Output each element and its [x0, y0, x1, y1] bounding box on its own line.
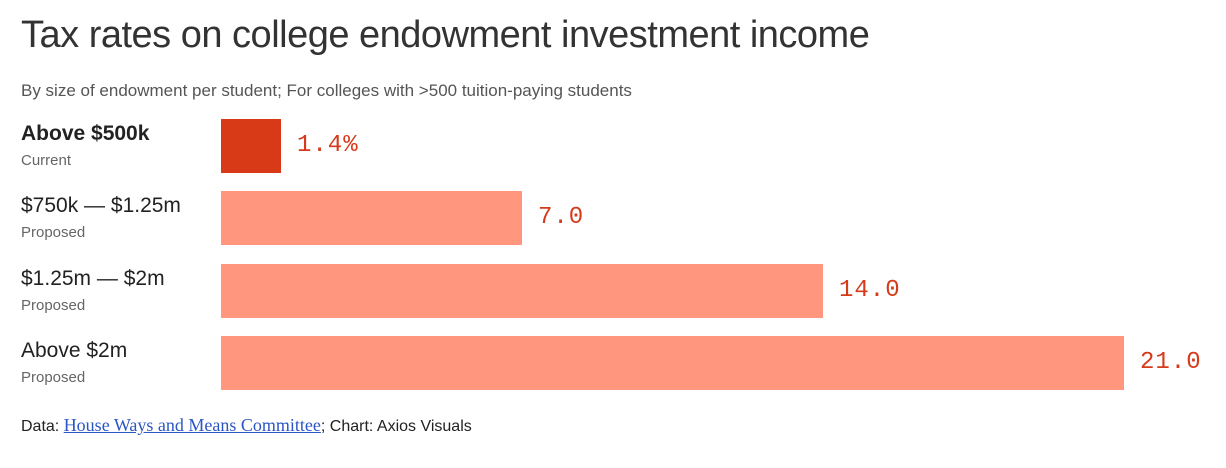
category-label: Above $2m: [21, 338, 128, 362]
category-sublabel: Proposed: [21, 224, 86, 242]
bar-value-label: 14.0: [839, 276, 901, 304]
chart-subtitle: By size of endowment per student; For co…: [21, 81, 632, 100]
bar-value-label: 21.0: [1140, 348, 1202, 376]
bar-value-label: 1.4%: [297, 132, 359, 159]
category-label: $750k — $1.25m: [21, 194, 181, 218]
source-suffix: ; Chart: Axios Visuals: [320, 418, 472, 435]
source-prefix: Data:: [21, 418, 64, 435]
category-sublabel: Current: [21, 152, 72, 169]
category-sublabel: Proposed: [21, 296, 86, 314]
category-label: $1.25m — $2m: [21, 266, 165, 290]
source-note: Data: House Ways and Means Committee; Ch…: [21, 415, 472, 436]
bar: [221, 263, 823, 318]
category-sublabel: Proposed: [21, 368, 86, 386]
category-label: Above $500k: [21, 122, 150, 145]
source-link[interactable]: House Ways and Means Committee: [63, 415, 321, 435]
chart-title: Tax rates on college endowment investmen…: [21, 14, 870, 56]
bar: [221, 335, 1124, 390]
bar-value-label: 7.0: [538, 204, 585, 232]
bar: [221, 119, 281, 173]
bar: [221, 191, 522, 246]
